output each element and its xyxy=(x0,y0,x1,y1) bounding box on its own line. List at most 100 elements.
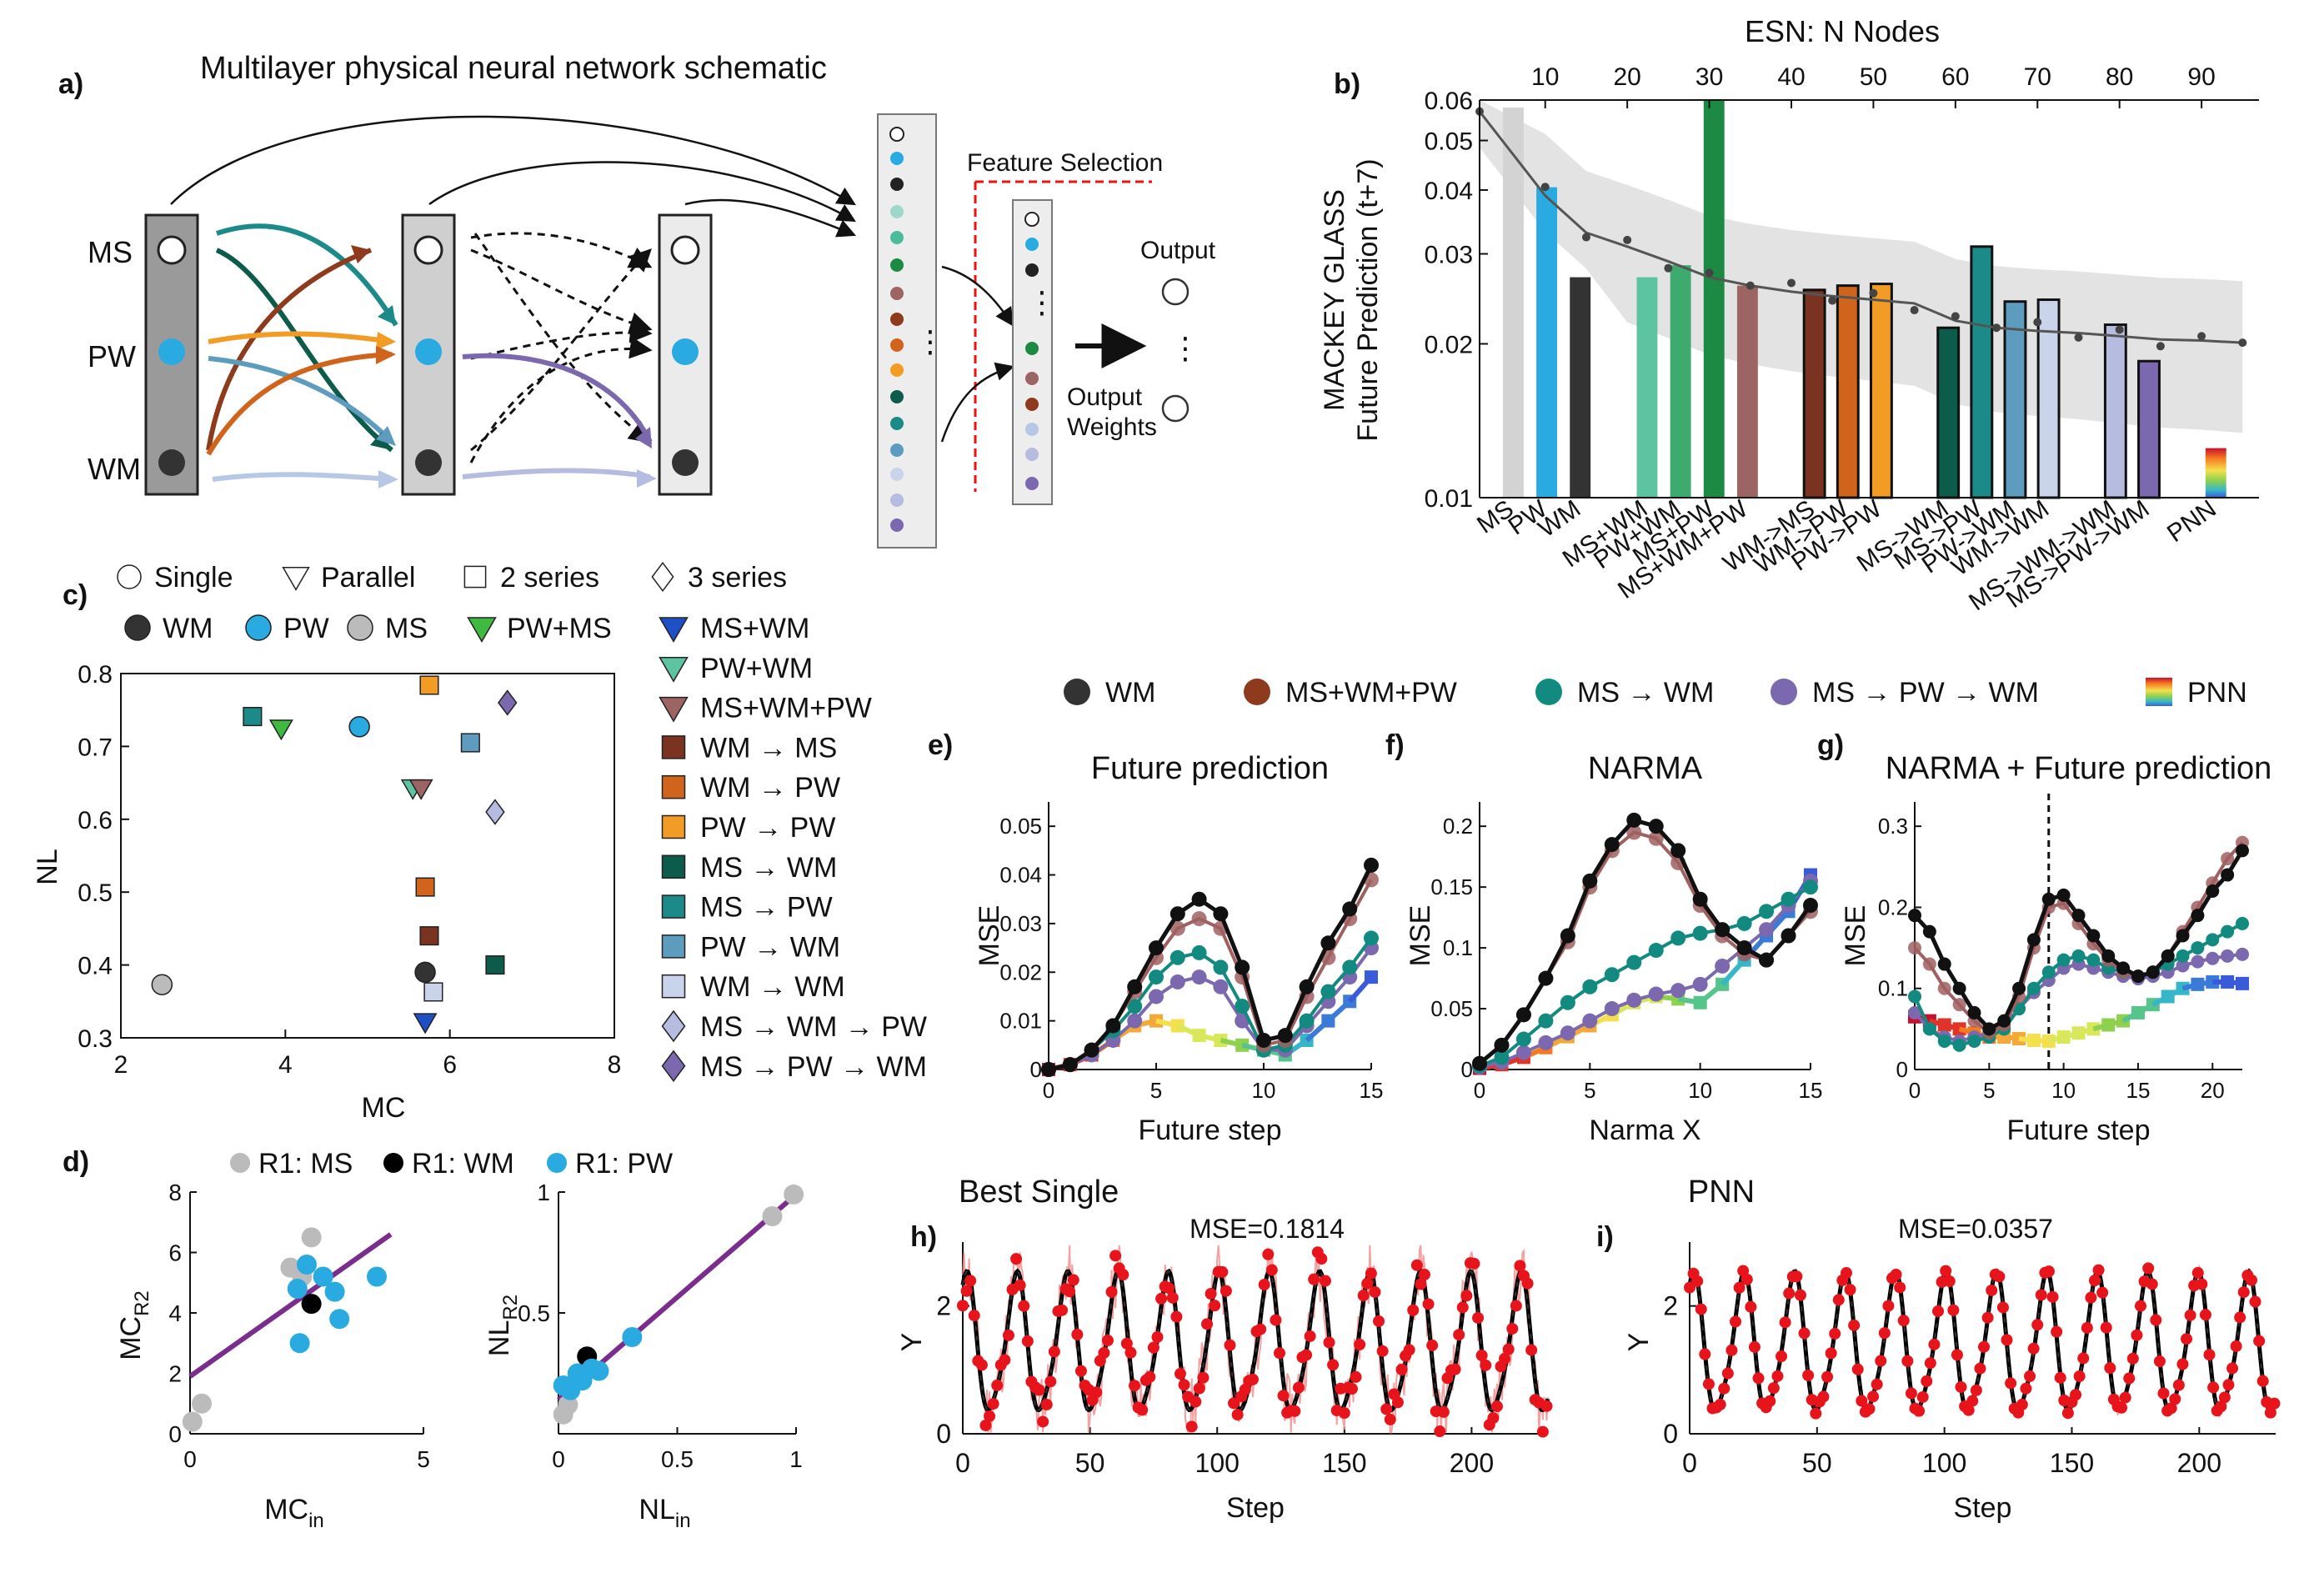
prediction-point xyxy=(1714,1398,1726,1410)
prediction-point xyxy=(1962,1404,1975,1416)
prediction-point xyxy=(979,1419,992,1431)
series-ms-wm-point xyxy=(1364,930,1379,946)
legend-right-label: MS → WM xyxy=(700,852,837,884)
prediction-point xyxy=(2169,1393,2181,1405)
prediction-point xyxy=(1129,1380,1141,1392)
prediction-point xyxy=(2005,1377,2017,1390)
plot-frame xyxy=(120,673,615,1039)
prediction-point xyxy=(1021,1335,1034,1347)
prediction-point xyxy=(1521,1277,1534,1290)
series-wm-point xyxy=(2221,868,2235,882)
x-tick-label: 200 xyxy=(1450,1448,1494,1478)
series-pnn-segment xyxy=(1326,999,1352,1023)
series-ms-pw-wm-point xyxy=(1170,974,1185,989)
feature-vector-dots xyxy=(889,127,904,532)
series-ms-wm-point xyxy=(2176,949,2190,963)
esn-point xyxy=(2033,318,2042,327)
legend-color-marker xyxy=(124,614,151,641)
bar-ms-wm xyxy=(1936,326,1961,499)
legend-shape-label: Single xyxy=(154,562,233,594)
series-ms-wm-point xyxy=(1342,959,1358,975)
prediction-point xyxy=(2096,1286,2109,1299)
point-pw-wm xyxy=(460,733,480,753)
legend-right-marker xyxy=(661,894,686,919)
x-tick-label: 150 xyxy=(2050,1448,2094,1478)
x-label-main: MC xyxy=(264,1494,308,1525)
series-wm-point xyxy=(2041,892,2056,906)
x-tick-label: 0 xyxy=(955,1448,970,1478)
prediction-point xyxy=(1810,1407,1822,1420)
panel-i-label: i) xyxy=(1596,1221,1614,1253)
series-wm-point xyxy=(1560,928,1575,944)
data-point xyxy=(784,1184,804,1205)
prediction-point xyxy=(1791,1270,1803,1283)
y-tick-label: 0 xyxy=(1663,1419,1678,1449)
prediction-point xyxy=(2100,1321,2112,1334)
series-pnn-segment xyxy=(2003,1034,2020,1042)
prediction-point xyxy=(1109,1250,1122,1262)
series-wm-point xyxy=(1364,857,1379,873)
data-point xyxy=(313,1266,333,1287)
panel-h-label: h) xyxy=(910,1221,937,1253)
prediction-point xyxy=(2203,1349,2216,1361)
series-ms-wm-point xyxy=(2056,953,2071,967)
prediction-point xyxy=(1220,1285,1232,1297)
series-ms-wm-point xyxy=(1648,943,1664,959)
y-tick-label: 0.05 xyxy=(1425,128,1473,156)
prediction-point xyxy=(2226,1362,2239,1375)
series-ms-pw-wm-point xyxy=(1626,992,1642,1008)
x-tick-label: 10 xyxy=(1688,1078,1712,1103)
panel-b-label: b) xyxy=(1334,68,1360,100)
series-pnn-segment xyxy=(2121,1010,2140,1024)
series-wm-point xyxy=(1967,1005,1981,1019)
series-wm-point xyxy=(1342,901,1358,917)
x-tick-label: 50 xyxy=(1075,1448,1105,1478)
prediction-point xyxy=(1101,1335,1114,1347)
pw-to-wm-purple-arrow xyxy=(462,353,653,443)
prediction-point xyxy=(1921,1375,1933,1387)
legend-shape-triangle xyxy=(282,567,310,591)
series-wm-point xyxy=(1235,959,1250,975)
feature-vector-box xyxy=(877,113,937,549)
prediction-point xyxy=(1354,1338,1366,1350)
prediction-point xyxy=(2264,1406,2276,1419)
prediction-point xyxy=(2215,1400,2227,1413)
series-pnn-segment xyxy=(1720,958,1746,986)
bar-ms-wm xyxy=(1636,277,1658,498)
series-ms-pw-wm-line xyxy=(1479,879,1812,1070)
data-point xyxy=(182,1411,203,1432)
output-label: Output xyxy=(1140,237,1216,264)
prediction-point xyxy=(1056,1304,1069,1316)
prediction-point xyxy=(1848,1319,1861,1331)
series-wm-point xyxy=(1515,1007,1531,1023)
prediction-point xyxy=(1856,1395,1868,1407)
mse-annotation: MSE=0.0357 xyxy=(1898,1214,2053,1244)
prediction-point xyxy=(2165,1402,2177,1415)
prediction-point xyxy=(1147,1341,1159,1354)
legend-right-label: WM → MS xyxy=(700,732,837,764)
prediction-point xyxy=(1369,1285,1381,1298)
prediction-point xyxy=(1499,1352,1511,1365)
prediction-point xyxy=(1403,1344,1415,1356)
x-tick-label: 0 xyxy=(1043,1078,1054,1103)
series-ms-wm-pw-line xyxy=(1478,830,1812,1065)
prediction-point xyxy=(2199,1309,2211,1321)
prediction-point xyxy=(1943,1275,1956,1287)
bar-ms-pw-wm xyxy=(2137,359,2161,499)
y-tick-label: 0.05 xyxy=(1430,996,1473,1021)
series-ms-wm-point xyxy=(2086,953,2101,967)
x-tick-label: 0 xyxy=(1682,1448,1697,1478)
legend-color-marker xyxy=(245,614,272,641)
prediction-point xyxy=(1315,1253,1328,1265)
prediction-point xyxy=(2077,1352,2090,1365)
series-ms-pw-wm-point xyxy=(1715,958,1730,974)
prediction-point xyxy=(2051,1325,2063,1338)
prediction-point xyxy=(1684,1281,1695,1294)
prediction-point xyxy=(1940,1265,1952,1277)
output-node-2 xyxy=(1161,394,1190,423)
prediction-point xyxy=(1105,1285,1118,1298)
legend-color-label: MS xyxy=(385,613,428,644)
series-pnn-segment xyxy=(2047,1034,2065,1044)
prediction-point xyxy=(1391,1396,1404,1409)
series-ms-pw-wm-point xyxy=(1213,979,1229,994)
